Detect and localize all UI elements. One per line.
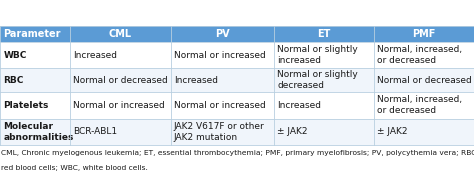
Bar [374, 119, 474, 145]
Bar [374, 92, 474, 119]
Text: Normal or increased: Normal or increased [174, 51, 266, 60]
Bar [374, 42, 474, 68]
Bar [274, 119, 374, 145]
Bar [0, 92, 70, 119]
Text: Normal or decreased: Normal or decreased [377, 76, 472, 85]
Bar [70, 92, 171, 119]
Bar [0, 68, 70, 92]
Bar [70, 42, 171, 68]
Bar [171, 92, 274, 119]
Text: Normal, increased,
or decreased: Normal, increased, or decreased [377, 95, 463, 115]
Bar [70, 119, 171, 145]
Text: PMF: PMF [412, 29, 436, 39]
Text: Normal or slightly
increased: Normal or slightly increased [277, 45, 358, 65]
Bar [0, 26, 70, 42]
Text: JAK2 V617F or other
JAK2 mutation: JAK2 V617F or other JAK2 mutation [174, 122, 264, 142]
Text: WBC: WBC [3, 51, 27, 60]
Text: Increased: Increased [174, 76, 218, 85]
Text: Increased: Increased [277, 101, 321, 110]
Text: Increased: Increased [73, 51, 118, 60]
Text: BCR-ABL1: BCR-ABL1 [73, 127, 118, 136]
Text: Normal, increased,
or decreased: Normal, increased, or decreased [377, 45, 463, 65]
Bar [171, 119, 274, 145]
Bar [374, 68, 474, 92]
Bar [274, 92, 374, 119]
Text: CML: CML [109, 29, 132, 39]
Text: PV: PV [215, 29, 229, 39]
Text: ± JAK2: ± JAK2 [277, 127, 308, 136]
Text: Molecular
abnormalities: Molecular abnormalities [3, 122, 73, 142]
Bar [374, 26, 474, 42]
Text: Platelets: Platelets [3, 101, 49, 110]
Text: red blood cells; WBC, white blood cells.: red blood cells; WBC, white blood cells. [1, 165, 148, 172]
Text: Parameter: Parameter [3, 29, 60, 39]
Bar [0, 119, 70, 145]
Text: ± JAK2: ± JAK2 [377, 127, 408, 136]
Bar [274, 26, 374, 42]
Bar [274, 68, 374, 92]
Bar [171, 26, 274, 42]
Text: CML, Chronic myelogenous leukemia; ET, essential thrombocythemia; PMF, primary m: CML, Chronic myelogenous leukemia; ET, e… [1, 150, 474, 156]
Text: Normal or increased: Normal or increased [73, 101, 165, 110]
Text: Normal or increased: Normal or increased [174, 101, 266, 110]
Bar [171, 42, 274, 68]
Bar [0, 42, 70, 68]
Bar [70, 68, 171, 92]
Text: Normal or slightly
decreased: Normal or slightly decreased [277, 70, 358, 90]
Bar [70, 26, 171, 42]
Bar [171, 68, 274, 92]
Text: RBC: RBC [3, 76, 24, 85]
Text: ET: ET [317, 29, 331, 39]
Text: Normal or decreased: Normal or decreased [73, 76, 168, 85]
Bar [274, 42, 374, 68]
